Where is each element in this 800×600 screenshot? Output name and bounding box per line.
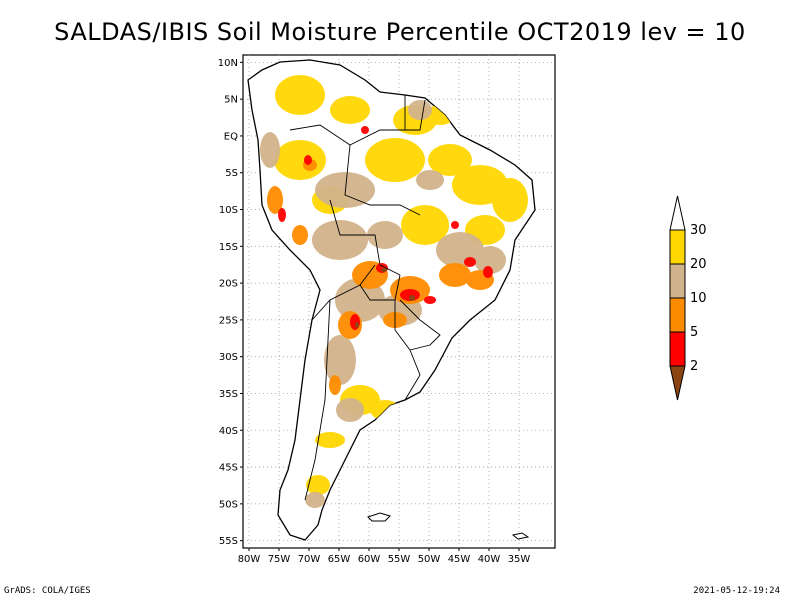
colorbar: 30 20 10 5 2 [669,195,707,401]
lon-tick-label: 35W [508,554,531,565]
latitude-tick-labels: 10N 5N EQ 5S 10S 15S 20S 25S 30S 35S 40S 45S 50S 55S [218,58,238,547]
colorbar-label: 10 [690,291,707,306]
lat-tick-label: 45S [219,463,238,474]
soil-moisture-field [260,75,528,508]
map-title: SALDAS/IBIS Soil Moisture Percentile OCT… [54,18,746,46]
lon-tick-label: 50W [418,554,441,565]
lat-tick-label: 20S [219,279,238,290]
colorbar-cap-low [669,365,686,401]
colorbar-label: 5 [690,325,698,340]
south-georgia-island [511,532,530,540]
axis-tick-marks [240,61,520,551]
lon-tick-label: 45W [448,554,471,565]
colorbar-label: 20 [690,257,707,272]
percentile-10-20-regions [260,100,506,508]
footer-credit: GrADS: COLA/IGES [4,586,91,596]
lat-tick-label: 35S [219,389,238,400]
lon-tick-label: 55W [388,554,411,565]
lat-tick-label: 5S [225,168,238,179]
lat-tick-label: 25S [219,315,238,326]
lon-tick-label: 40W [478,554,501,565]
lat-tick-label: 40S [219,426,238,437]
lat-tick-label: 30S [219,352,238,363]
percentile-below-2-regions [355,268,415,328]
country-borders [289,95,441,501]
falkland-islands [367,512,391,522]
lat-tick-label: 50S [219,499,238,510]
longitude-tick-labels: 80W 75W 70W 65W 60W 55W 50W 45W 40W 35W [238,554,531,565]
colorbar-bin [669,331,686,367]
colorbar-label: 30 [690,223,707,238]
lat-tick-label: 15S [219,242,238,253]
colorbar-bin [669,263,686,299]
lat-tick-label: 10N [218,58,238,69]
lat-tick-label: 55S [219,536,238,547]
colorbar-cap-high [669,195,686,231]
lat-tick-label: 10S [219,205,238,216]
colorbar-label: 2 [690,359,698,374]
lon-tick-label: 60W [358,554,381,565]
footer-timestamp: 2021-05-12-19:24 [693,586,780,596]
lon-tick-label: 65W [328,554,351,565]
lon-tick-label: 70W [298,554,321,565]
lat-tick-label: 5N [224,95,238,106]
lon-tick-label: 80W [238,554,261,565]
colorbar-bin [669,297,686,333]
colorbar-bin [669,229,686,265]
lat-tick-label: EQ [224,131,238,142]
lon-tick-label: 75W [268,554,291,565]
